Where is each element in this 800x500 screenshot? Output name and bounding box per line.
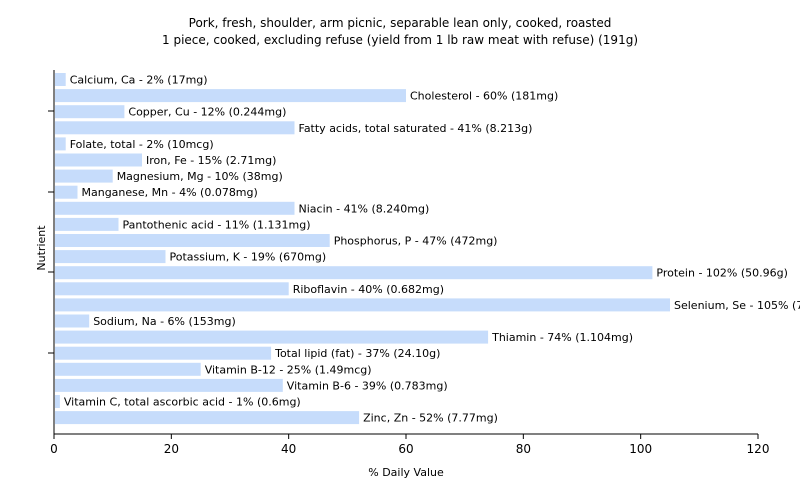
x-tick-label: 20 — [164, 442, 179, 456]
chart-subtitle: 1 piece, cooked, excluding refuse (yield… — [162, 33, 638, 47]
bar-value-label: Iron, Fe - 15% (2.71mg) — [146, 154, 276, 167]
chart-title: Pork, fresh, shoulder, arm picnic, separ… — [189, 16, 612, 30]
x-tick-label: 60 — [398, 442, 413, 456]
bar-value-label: Sodium, Na - 6% (153mg) — [93, 315, 236, 328]
bar-phosphorus-p — [55, 234, 330, 247]
bar-value-label: Phosphorus, P - 47% (472mg) — [334, 235, 498, 248]
bar-value-label: Total lipid (fat) - 37% (24.10g) — [274, 347, 440, 360]
bar-value-label: Manganese, Mn - 4% (0.078mg) — [82, 186, 258, 199]
bar-manganese-mn — [55, 185, 78, 199]
bar-riboflavin — [55, 282, 289, 296]
bar-value-label: Zinc, Zn - 52% (7.77mg) — [363, 412, 498, 425]
bar-value-label: Copper, Cu - 12% (0.244mg) — [128, 106, 286, 119]
bar-copper-cu — [55, 105, 125, 119]
bar-calcium-ca — [55, 73, 66, 86]
bar-value-label: Calcium, Ca - 2% (17mg) — [70, 74, 208, 87]
bar-vitamin-b-6 — [55, 378, 283, 392]
bar-zinc-zn — [55, 411, 360, 425]
bar-fatty-acids-total-saturated — [55, 121, 295, 135]
bar-value-label: Magnesium, Mg - 10% (38mg) — [117, 170, 283, 183]
bar-potassium-k — [55, 250, 166, 264]
bar-value-label: Potassium, K - 19% (670mg) — [170, 251, 327, 264]
x-tick-label: 0 — [50, 442, 58, 456]
bar-value-label: Riboflavin - 40% (0.682mg) — [293, 283, 444, 296]
x-tick-label: 40 — [281, 442, 296, 456]
bar-vitamin-c-total-ascorbic-acid — [55, 395, 60, 408]
bar-vitamin-b-12 — [55, 362, 201, 376]
bar-niacin — [55, 201, 295, 215]
bar-value-label: Protein - 102% (50.96g) — [656, 267, 788, 280]
axes-layer: 0 20 40 60 80 100 120 — [48, 70, 769, 456]
bar-value-label: Vitamin C, total ascorbic acid - 1% (0.6… — [64, 396, 301, 409]
bar-value-label: Thiamin - 74% (1.104mg) — [491, 331, 633, 344]
x-axis-title: % Daily Value — [368, 466, 444, 479]
y-axis-title: Nutrient — [35, 225, 48, 271]
x-tick-label: 120 — [747, 442, 770, 456]
x-tick-label: 100 — [629, 442, 652, 456]
bar-value-label: Folate, total - 2% (10mcg) — [70, 138, 214, 151]
bar-folate-total — [55, 137, 66, 151]
x-tick-label: 80 — [516, 442, 531, 456]
bar-total-lipid-fat — [55, 346, 272, 360]
bar-value-label: Selenium, Se - 105% (73.5mcg) — [674, 299, 800, 312]
bar-selenium-se — [55, 298, 670, 312]
bar-value-label: Niacin - 41% (8.240mg) — [299, 202, 430, 215]
bar-iron-fe — [55, 153, 142, 167]
bar-value-label: Cholesterol - 60% (181mg) — [410, 90, 558, 103]
bar-value-label: Fatty acids, total saturated - 41% (8.21… — [299, 122, 533, 135]
bar-value-label: Pantothenic acid - 11% (1.131mg) — [123, 218, 311, 231]
bar-thiamin — [55, 330, 489, 344]
bar-value-label: Vitamin B-6 - 39% (0.783mg) — [287, 379, 448, 392]
bar-protein — [55, 266, 653, 280]
bar-sodium-na — [55, 314, 90, 328]
bar-pantothenic-acid — [55, 217, 119, 231]
bar-magnesium-mg — [55, 169, 113, 183]
bars-layer: Calcium, Ca - 2% (17mg) Cholesterol - 60%… — [55, 73, 800, 425]
bar-cholesterol — [55, 89, 406, 103]
bar-value-label: Vitamin B-12 - 25% (1.49mcg) — [205, 363, 372, 376]
